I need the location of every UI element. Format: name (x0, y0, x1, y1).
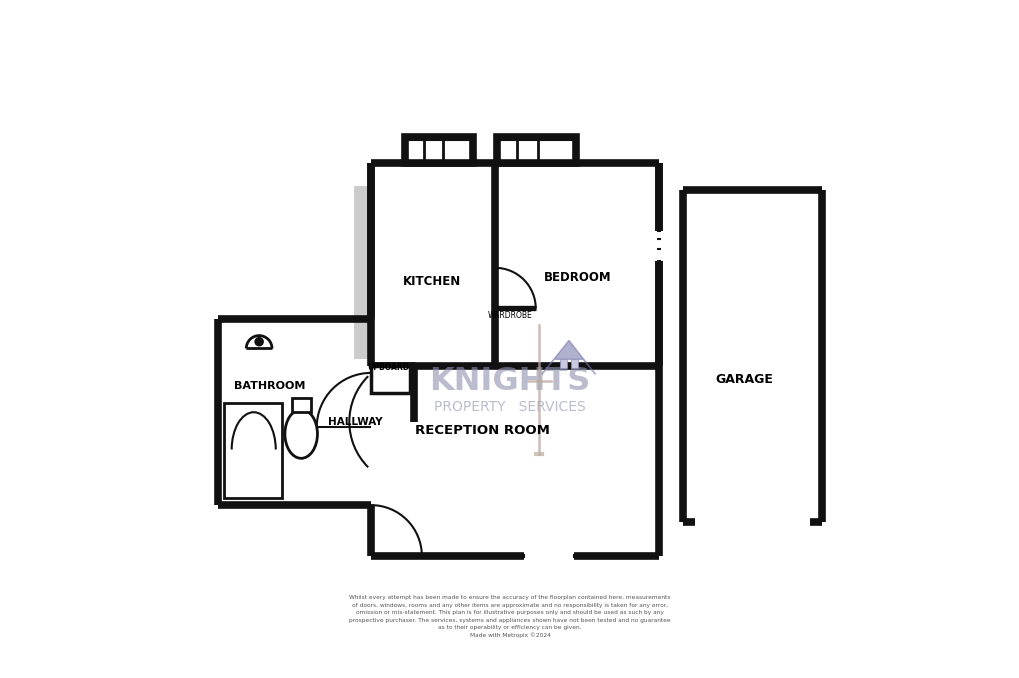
Bar (371, 319, 658, 556)
Bar (291, 398, 311, 412)
Text: WARDROBE: WARDROBE (487, 311, 532, 320)
Text: GARAGE: GARAGE (714, 373, 772, 386)
Bar (571, 359, 577, 368)
Text: BATHROOM: BATHROOM (233, 382, 305, 391)
Ellipse shape (284, 410, 317, 458)
Bar (496, 137, 576, 163)
Text: Whilst every attempt has been made to ensure the accuracy of the floorplan conta: Whilst every attempt has been made to en… (348, 595, 671, 639)
Bar (371, 163, 658, 366)
Text: KNIGHTS: KNIGHTS (429, 365, 590, 397)
Bar (223, 403, 281, 498)
Polygon shape (541, 340, 595, 374)
Bar (405, 137, 472, 163)
Bar (218, 319, 371, 505)
Text: RECEPTION ROOM: RECEPTION ROOM (415, 424, 550, 437)
Circle shape (255, 338, 263, 346)
Text: UPBOARD: UPBOARD (367, 363, 409, 372)
Bar (371, 366, 410, 393)
Text: BEDROOM: BEDROOM (543, 271, 611, 285)
Text: PROPERTY   SERVICES: PROPERTY SERVICES (434, 400, 585, 414)
Text: HALLWAY: HALLWAY (328, 417, 382, 426)
Bar (354, 186, 371, 359)
Text: KITCHEN: KITCHEN (403, 275, 461, 288)
Bar (559, 359, 567, 368)
